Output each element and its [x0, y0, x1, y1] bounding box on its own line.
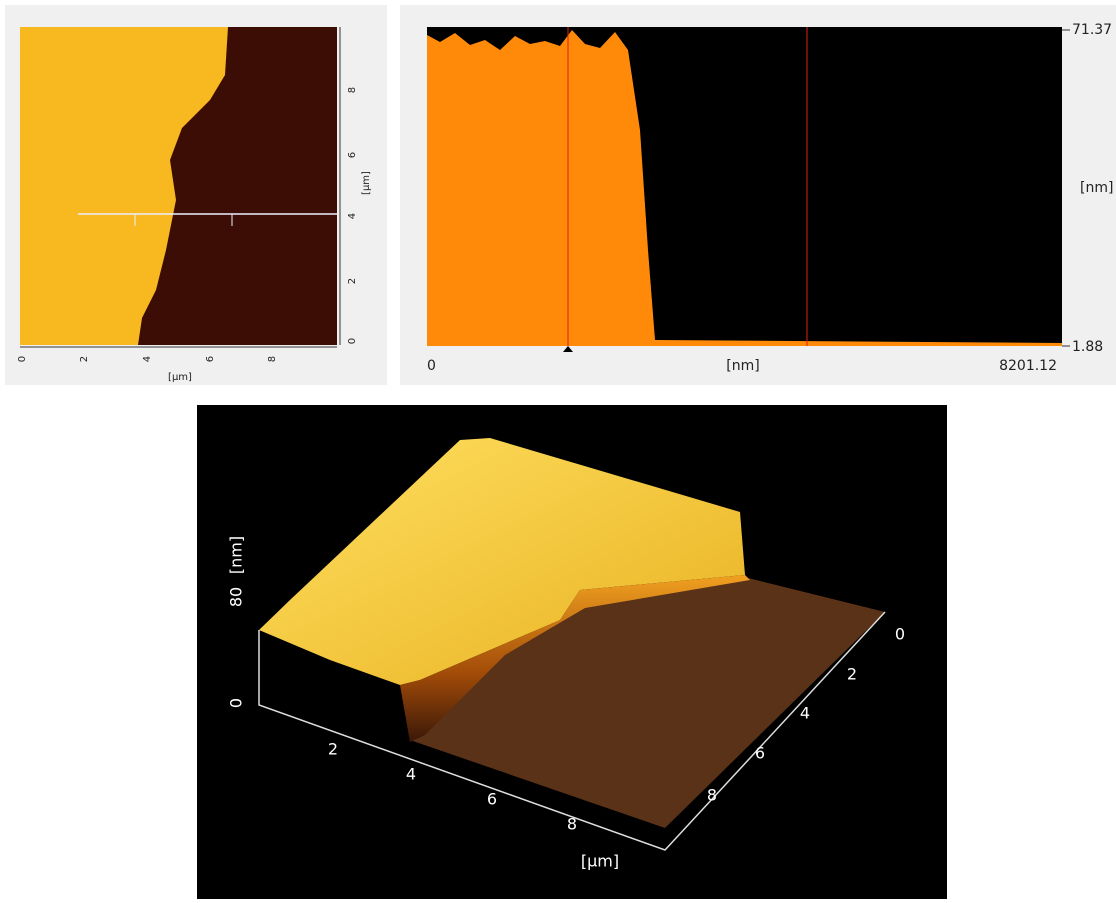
z-unit: [nm]: [227, 536, 246, 574]
y-unit: [µm]: [361, 171, 372, 195]
y-tick-label: 4: [347, 213, 358, 219]
x-tick-label: 8: [267, 356, 278, 362]
x-unit: [nm]: [726, 358, 759, 374]
surface-3d-panel: 0 80 [nm] 2 4 6 8 [µm] 0 2 4 6 8: [197, 405, 947, 899]
x-unit: [µm]: [581, 852, 619, 871]
y-tick-label: 6: [755, 744, 765, 763]
y-tick-label: 4: [800, 704, 810, 723]
z-tick-label: 0: [227, 698, 246, 708]
y-tick-label: 6: [347, 152, 358, 158]
x-start-label: 0: [427, 358, 436, 374]
profile-panel: 71.37 1.88 [nm] 0 [nm] 8201.12: [400, 5, 1116, 385]
x-tick-label: 8: [567, 815, 577, 834]
y-tick-label: 0: [895, 625, 905, 644]
x-tick-label: 6: [205, 356, 216, 362]
x-unit: [µm]: [168, 372, 192, 383]
y-min-label: 1.88: [1072, 339, 1103, 355]
x-tick-label: 2: [328, 740, 338, 759]
y-tick-label: 2: [847, 665, 857, 684]
y-max-label: 71.37: [1072, 22, 1112, 38]
x-tick-label: 2: [79, 356, 90, 362]
x-tick-label: 4: [406, 765, 416, 784]
z-tick-label: 80: [227, 587, 246, 607]
x-end-label: 8201.12: [999, 358, 1057, 374]
y-tick-label: 2: [347, 278, 358, 284]
x-tick-label: 4: [142, 356, 153, 362]
height-map-panel: 0 2 4 6 8 [µm] 0 2 4 6 8 [µm]: [5, 5, 387, 385]
x-tick-label: 0: [17, 356, 28, 362]
y-unit: [nm]: [1080, 180, 1113, 196]
page: 0 2 4 6 8 [µm] 0 2 4 6 8 [µm] 71.37 1.88…: [0, 0, 1116, 899]
y-tick-label: 8: [707, 786, 717, 805]
y-tick-label: 0: [347, 338, 358, 344]
x-tick-label: 6: [487, 790, 497, 809]
y-tick-label: 8: [347, 87, 358, 93]
